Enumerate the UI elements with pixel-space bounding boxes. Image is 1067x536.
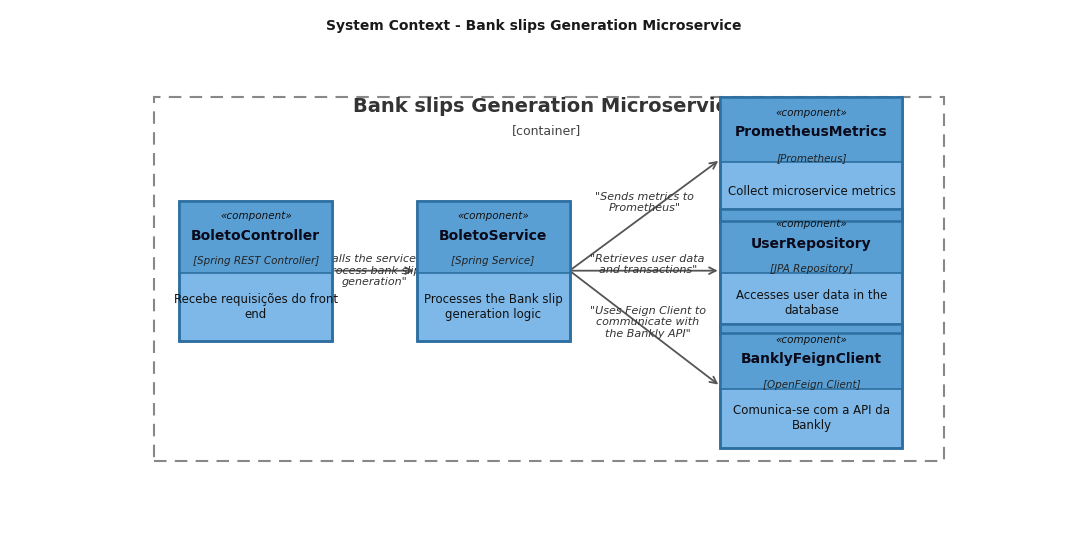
Text: BoletoController: BoletoController <box>191 228 320 243</box>
Text: «component»: «component» <box>776 334 847 345</box>
Text: [JPA Repository]: [JPA Repository] <box>770 264 853 274</box>
FancyBboxPatch shape <box>720 209 903 332</box>
Text: "Sends metrics to
Prometheus": "Sends metrics to Prometheus" <box>595 192 694 213</box>
Text: Recebe requisições do front
end: Recebe requisições do front end <box>174 293 338 321</box>
Text: [Prometheus]: [Prometheus] <box>776 153 847 163</box>
Text: «component»: «component» <box>220 211 291 221</box>
Text: Collect microservice metrics: Collect microservice metrics <box>728 185 895 198</box>
Text: «component»: «component» <box>776 219 847 229</box>
Text: System Context - Bank slips Generation Microservice: System Context - Bank slips Generation M… <box>325 19 742 33</box>
Text: "Retrieves user data
and transactions": "Retrieves user data and transactions" <box>590 254 705 276</box>
Text: PrometheusMetrics: PrometheusMetrics <box>735 125 888 139</box>
Text: UserRepository: UserRepository <box>751 237 872 251</box>
FancyBboxPatch shape <box>416 200 570 341</box>
Text: Comunica-se com a API da
Bankly: Comunica-se com a API da Bankly <box>733 405 890 433</box>
FancyBboxPatch shape <box>179 200 332 341</box>
Text: "Calls the service to
process bank slips
generation": "Calls the service to process bank slips… <box>319 254 431 287</box>
Text: [container]: [container] <box>512 124 582 137</box>
FancyBboxPatch shape <box>720 98 903 162</box>
Text: Accesses user data in the
database: Accesses user data in the database <box>736 289 887 317</box>
Text: BanklyFeignClient: BanklyFeignClient <box>740 352 882 367</box>
Text: Processes the Bank slip
generation logic: Processes the Bank slip generation logic <box>424 293 562 321</box>
FancyBboxPatch shape <box>720 98 903 221</box>
Text: [Spring REST Controller]: [Spring REST Controller] <box>193 256 319 266</box>
FancyBboxPatch shape <box>720 324 903 389</box>
Text: [Spring Service]: [Spring Service] <box>451 256 535 266</box>
FancyBboxPatch shape <box>720 324 903 448</box>
Text: «component»: «component» <box>458 211 529 221</box>
FancyBboxPatch shape <box>179 200 332 273</box>
Text: [OpenFeign Client]: [OpenFeign Client] <box>763 380 860 390</box>
FancyBboxPatch shape <box>720 209 903 273</box>
Text: «component»: «component» <box>776 108 847 118</box>
Text: Bank slips Generation Microservice: Bank slips Generation Microservice <box>353 98 740 116</box>
Text: BoletoService: BoletoService <box>439 228 547 243</box>
FancyBboxPatch shape <box>416 200 570 273</box>
Text: "Uses Feign Client to
communicate with
the Bankly API": "Uses Feign Client to communicate with t… <box>590 306 705 339</box>
